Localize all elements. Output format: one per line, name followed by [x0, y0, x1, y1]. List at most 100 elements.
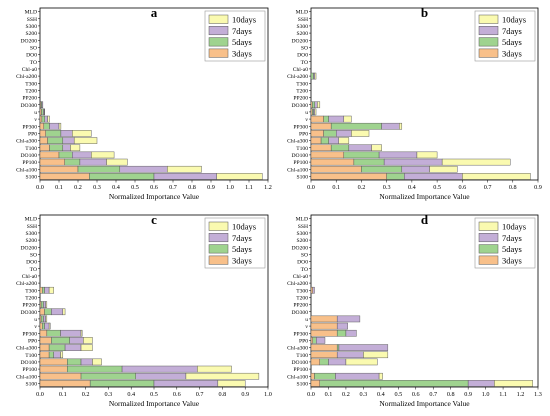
y-tick-label: u — [305, 317, 308, 323]
y-tick-label: Chl-a100 — [16, 374, 37, 380]
x-tick-label: 0.6 — [173, 391, 181, 398]
legend-label: 7days — [232, 26, 252, 36]
bar-7days — [121, 365, 198, 373]
bar-7days — [378, 151, 418, 159]
legend-swatch-5days — [478, 244, 499, 254]
y-tick-label: PP0 — [28, 338, 37, 344]
y-tick-label: v — [34, 324, 37, 330]
y-tick-label: DO300 — [292, 103, 309, 109]
bar-7days — [336, 315, 361, 323]
x-tick-label: 0.7 — [169, 184, 177, 191]
y-tick-label: MLD — [296, 10, 308, 16]
y-tick-label: DO100 — [292, 360, 309, 366]
bar-5days — [42, 286, 45, 294]
y-tick-label: Chl-a0 — [293, 67, 308, 73]
panel-title: b — [421, 5, 428, 20]
x-tick-label: 0.1 — [59, 391, 67, 398]
bar-3days — [39, 115, 43, 123]
y-tick-label: Chl-a200 — [16, 74, 37, 80]
x-tick-label: 0.3 — [383, 184, 391, 191]
bar-3days — [39, 344, 50, 351]
bar-3days — [310, 151, 345, 159]
bar-3days — [310, 137, 322, 144]
y-tick-label: PP0 — [28, 131, 37, 137]
x-tick-label: 0.4 — [408, 184, 416, 191]
bar-5days — [89, 380, 155, 387]
panel-title: d — [421, 212, 429, 227]
bar-7days — [381, 122, 400, 130]
bar-3days — [39, 380, 91, 387]
bar-7days — [72, 151, 92, 159]
bar-7days — [53, 351, 61, 359]
x-tick-label: 1.0 — [264, 391, 272, 398]
y-tick-label: DO200 — [292, 245, 309, 251]
bar-7days — [383, 158, 443, 166]
x-tick-label: 0.4 — [127, 391, 135, 398]
bar-5days — [43, 122, 50, 130]
y-tick-label: T300 — [296, 81, 308, 87]
bar-10days — [416, 151, 438, 159]
y-tick-label: S100 — [25, 381, 37, 387]
bar-7days — [336, 322, 348, 330]
panel-title: c — [151, 212, 157, 227]
bar-3days — [39, 286, 43, 294]
bar-3days — [39, 137, 48, 144]
bar-7days — [404, 173, 463, 180]
legend-label: 3days — [502, 48, 522, 58]
bar-7days — [49, 122, 60, 130]
bar-5days — [40, 301, 44, 308]
y-tick-label: TO — [301, 60, 308, 66]
y-tick-label: PP300 — [22, 331, 37, 337]
bar-10days — [48, 322, 51, 330]
y-tick-label: S100 — [296, 381, 308, 387]
bar-5days — [46, 329, 61, 337]
x-tick-label: 1.2 — [264, 184, 272, 191]
legend-label: 10days — [502, 222, 526, 232]
bar-7days — [401, 165, 430, 173]
x-tick-label: 0.5 — [150, 391, 158, 398]
y-tick-label: Chl-a300 — [16, 139, 37, 145]
bar-7days — [69, 337, 84, 344]
x-tick-label: 0.2 — [358, 184, 366, 191]
y-tick-label: S300 — [25, 24, 37, 30]
x-tick-label: 0.9 — [534, 184, 542, 191]
bar-5days — [314, 372, 336, 380]
bar-7days — [316, 337, 326, 344]
bar-3days — [310, 158, 355, 166]
y-tick-label: PP300 — [22, 124, 37, 130]
bar-3days — [39, 108, 42, 116]
y-tick-label: MLD — [25, 10, 37, 16]
bar-7days — [60, 329, 82, 337]
bar-10days — [185, 372, 260, 380]
y-tick-label: Chl-a300 — [287, 346, 308, 352]
bar-5days — [48, 344, 66, 351]
x-tick-label: 0.8 — [509, 184, 517, 191]
bar-10days — [47, 115, 50, 123]
x-tick-label: 1.0 — [226, 184, 234, 191]
bar-5days — [319, 358, 329, 366]
bar-3days — [310, 130, 324, 137]
bar-5days — [386, 173, 405, 180]
bar-10days — [48, 286, 54, 294]
legend-label: 7days — [502, 233, 522, 243]
y-tick-label: DO0 — [26, 53, 37, 59]
bar-3days — [310, 173, 387, 180]
bar-10days — [197, 365, 232, 373]
bar-3days — [39, 365, 68, 373]
y-tick-label: DO0 — [297, 260, 308, 266]
x-tick-label: 0.5 — [394, 391, 402, 398]
panel-title: a — [151, 5, 158, 20]
y-tick-label: SSH — [298, 17, 308, 23]
y-tick-label: DO100 — [292, 153, 309, 159]
bar-10days — [494, 380, 533, 387]
y-tick-label: MLD — [296, 217, 308, 223]
bar-3days — [39, 329, 48, 337]
bar-3days — [310, 122, 332, 130]
bar-5days — [361, 165, 403, 173]
bar-7days — [64, 344, 82, 351]
legend-label: 5days — [502, 37, 522, 47]
legend-swatch-3days — [208, 255, 229, 265]
bar-5days — [64, 158, 81, 166]
bar-10days — [351, 130, 370, 137]
x-axis-label: Normalized Importance Value — [109, 192, 200, 201]
